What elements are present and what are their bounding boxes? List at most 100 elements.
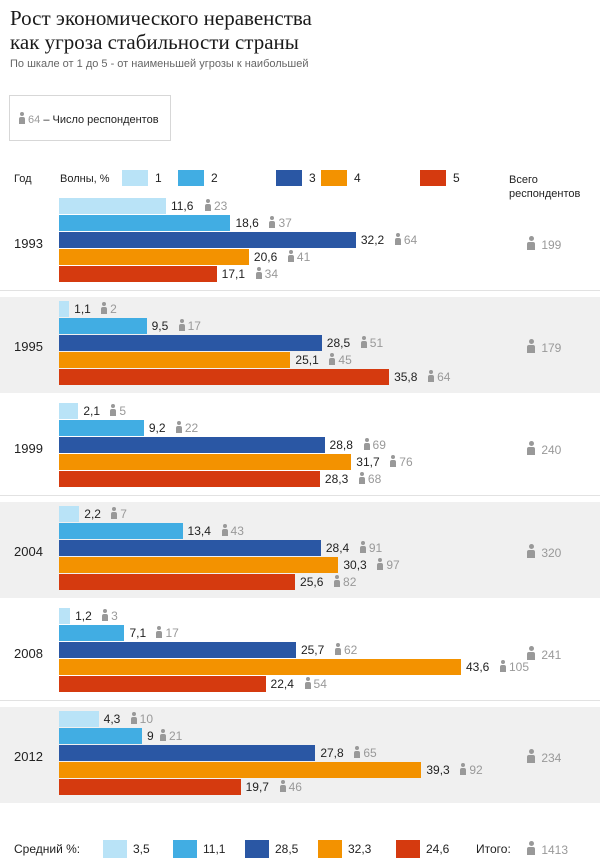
- bar-2004-s5: [59, 573, 296, 590]
- group-total: 199: [526, 236, 561, 252]
- respondent-count: 23: [204, 198, 227, 214]
- bar-2012-s1: [59, 710, 99, 727]
- value-label: 22,4: [270, 677, 294, 691]
- respondent-count: 105: [499, 659, 529, 675]
- bar-2008-s2: [59, 625, 125, 641]
- average-swatch-2: [173, 840, 197, 858]
- chart-subtitle: По шкале от 1 до 5 - от наименьшей угроз…: [10, 58, 309, 70]
- legend-swatch-3: [276, 170, 302, 186]
- bar-2012-s5: [59, 778, 241, 795]
- person-icon: [333, 574, 341, 587]
- legend-swatch-5: [420, 170, 446, 186]
- average-value: 11,1: [203, 842, 226, 856]
- bar-2008-s1: [59, 608, 71, 624]
- legend-swatch-1: [122, 170, 148, 186]
- group-total: 234: [526, 748, 561, 765]
- legend-label-4: 4: [354, 171, 361, 185]
- legend-sample-value: 64: [28, 114, 41, 126]
- average-swatch-4: [318, 840, 342, 858]
- bar-2008-s4: [59, 659, 461, 675]
- value-label: 2,1: [83, 404, 101, 418]
- bar-1995-s5: [59, 368, 390, 385]
- value-label: 31,7: [356, 455, 380, 469]
- bar-1993-s3: [59, 232, 356, 248]
- year-band: [0, 604, 600, 701]
- person-icon: [353, 745, 361, 758]
- bar-1999-s5: [59, 471, 320, 487]
- respondent-count: 7: [110, 506, 127, 522]
- value-label: 1,2: [75, 609, 92, 623]
- person-icon: [100, 301, 108, 314]
- value-label: 28,3: [324, 472, 349, 486]
- legend-label-3: 3: [309, 171, 316, 185]
- respondent-count: 64: [394, 232, 417, 248]
- value-label: 39,3: [426, 762, 450, 777]
- legend-swatch-2: [178, 170, 204, 186]
- person-icon: [526, 236, 536, 250]
- value-label: 9,2: [148, 421, 166, 435]
- respondent-count: 17: [178, 318, 201, 334]
- bar-1995-s1: [59, 300, 70, 317]
- person-icon: [110, 506, 118, 519]
- person-icon: [359, 540, 367, 553]
- respondent-count: 91: [359, 540, 382, 556]
- title-line-2: как угроза стабильности страны: [10, 30, 299, 54]
- respondent-count: 68: [358, 471, 381, 487]
- value-label: 43,6: [465, 660, 490, 674]
- bar-1993-s5: [59, 266, 217, 282]
- person-icon: [204, 199, 212, 211]
- bar-2004-s2: [59, 522, 183, 539]
- average-label: Средний %:: [14, 842, 81, 856]
- bar-1999-s2: [59, 420, 144, 436]
- person-icon: [178, 318, 186, 331]
- respondent-count: 51: [360, 335, 383, 351]
- bar-1993-s2: [59, 215, 231, 231]
- respondent-count: 64: [427, 369, 450, 385]
- waves-header: Волны, %: [60, 173, 110, 185]
- bar-2004-s4: [59, 556, 339, 573]
- person-icon: [526, 841, 536, 855]
- value-label: 7,1: [129, 626, 147, 640]
- bar-1999-s1: [59, 403, 79, 419]
- respondent-count: 17: [155, 625, 179, 641]
- bar-1995-s4: [59, 351, 291, 368]
- value-label: 28,5: [326, 335, 351, 350]
- person-icon: [526, 646, 536, 660]
- respondent-count: 43: [221, 523, 244, 539]
- respondent-count: 5: [109, 403, 126, 419]
- value-label: 25,1: [295, 352, 319, 367]
- person-icon: [101, 609, 109, 621]
- year-label: 2008: [14, 646, 43, 661]
- value-label: 9,5: [151, 318, 169, 333]
- person-icon: [279, 779, 287, 792]
- respondent-count: 65: [353, 745, 377, 761]
- person-icon: [376, 557, 384, 570]
- value-label: 9: [146, 728, 154, 743]
- value-label: 20,6: [253, 250, 278, 264]
- person-icon: [526, 338, 536, 353]
- average-value: 24,6: [426, 842, 450, 856]
- year-label: 2012: [14, 748, 43, 764]
- person-icon: [526, 543, 536, 558]
- value-label: 25,6: [300, 574, 324, 589]
- person-icon: [394, 233, 402, 245]
- value-label: 28,8: [329, 438, 353, 452]
- person-icon: [304, 677, 312, 689]
- group-total: 240: [526, 441, 561, 457]
- respondent-count: 54: [304, 676, 327, 692]
- respondent-count: 46: [279, 779, 302, 795]
- person-icon: [499, 660, 507, 672]
- legend-swatch-4: [321, 170, 347, 186]
- person-icon: [363, 438, 371, 450]
- bar-2004-s3: [59, 539, 321, 556]
- year-band: [0, 399, 600, 496]
- respondent-count: 76: [389, 454, 413, 470]
- value-label: 2,2: [84, 506, 101, 521]
- person-icon: [268, 216, 276, 228]
- person-icon: [109, 404, 117, 416]
- value-label: 13,4: [187, 523, 211, 538]
- respondent-count: 2: [100, 301, 117, 317]
- value-label: 25,7: [300, 643, 325, 657]
- respondent-count: 41: [287, 249, 310, 265]
- group-total: 179: [526, 338, 561, 355]
